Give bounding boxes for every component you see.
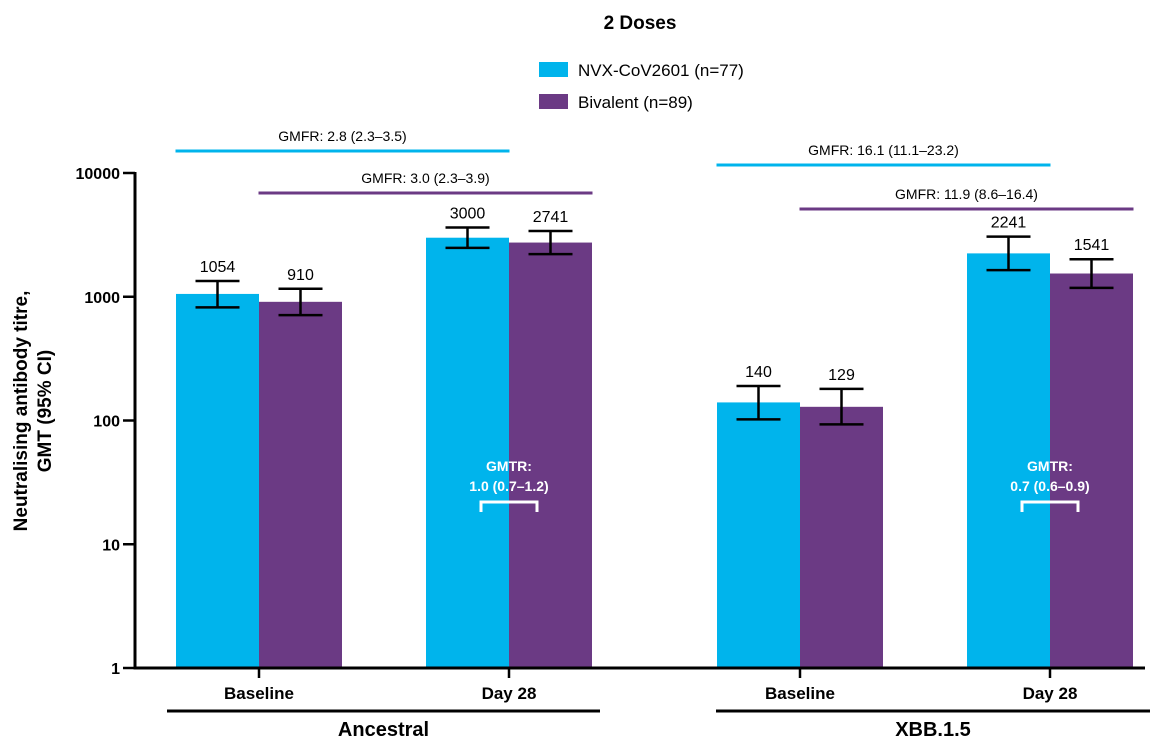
data-label-nvx-1: 3000 xyxy=(450,205,486,222)
data-label-bivalent-2: 129 xyxy=(828,367,855,384)
bar-nvx-0 xyxy=(176,293,259,668)
data-label-bivalent-3: 1541 xyxy=(1074,237,1110,254)
y-tick-label-3: 1000 xyxy=(84,290,120,307)
gmfr-label-1: GMFR: 3.0 (2.3–3.9) xyxy=(361,170,489,186)
gmtr-label-value-0: 1.0 (0.7–1.2) xyxy=(469,478,548,494)
legend-swatch-bivalent xyxy=(539,94,568,109)
bar-nvx-2 xyxy=(717,402,800,668)
chart-title: 2 Doses xyxy=(604,13,677,34)
data-label-bivalent-0: 910 xyxy=(287,267,314,284)
x-category-label-0: Baseline xyxy=(224,684,294,703)
bar-bivalent-2 xyxy=(800,406,883,668)
gmtr-label-title-0: GMTR: xyxy=(486,458,532,474)
gmtr-label-title-1: GMTR: xyxy=(1027,458,1073,474)
x-category-label-2: Baseline xyxy=(765,684,835,703)
y-axis-title-line1: Neutralising antibody titre, xyxy=(11,291,32,532)
legend-label-nvx: NVX-CoV2601 (n=77) xyxy=(578,61,744,80)
gmfr-label-2: GMFR: 16.1 (11.1–23.2) xyxy=(808,142,959,158)
gmfr-label-3: GMFR: 11.9 (8.6–16.4) xyxy=(895,186,1038,202)
x-category-label-3: Day 28 xyxy=(1023,684,1078,703)
data-label-nvx-3: 2241 xyxy=(991,215,1027,232)
y-tick-label-2: 100 xyxy=(93,414,120,431)
legend-swatch-nvx xyxy=(539,62,568,77)
y-axis-title-line2: GMT (95% CI) xyxy=(35,350,56,472)
plot-area: 1054 3000 140 2241 910 2741 129 1541 1 10 100 1000 1… xyxy=(76,128,1150,741)
data-label-bivalent-1: 2741 xyxy=(533,209,569,226)
gmtr-bracket-0 xyxy=(479,500,539,512)
bar-nvx-3 xyxy=(967,253,1050,669)
bar-nvx-1 xyxy=(426,237,509,668)
y-tick-label-1: 10 xyxy=(102,537,120,554)
gmtr-bracket-1 xyxy=(1020,500,1080,512)
y-tick-label-0: 1 xyxy=(111,661,120,678)
bar-bivalent-1 xyxy=(509,242,592,668)
y-axis-title: Neutralising antibody titre, GMT (95% CI… xyxy=(11,291,56,532)
bar-bivalent-3 xyxy=(1050,273,1133,668)
bar-bivalent-0 xyxy=(259,301,342,668)
data-label-nvx-0: 1054 xyxy=(200,259,236,276)
gmfr-label-0: GMFR: 2.8 (2.3–3.5) xyxy=(278,128,406,144)
y-tick-label-4: 10000 xyxy=(76,166,121,183)
group-label-1: XBB.1.5 xyxy=(895,719,971,741)
data-label-nvx-2: 140 xyxy=(745,364,772,381)
x-category-label-1: Day 28 xyxy=(482,684,537,703)
legend-label-bivalent: Bivalent (n=89) xyxy=(578,93,693,112)
legend: NVX-CoV2601 (n=77) Bivalent (n=89) xyxy=(539,61,744,112)
gmtr-label-value-1: 0.7 (0.6–0.9) xyxy=(1010,478,1089,494)
group-label-0: Ancestral xyxy=(338,719,429,741)
